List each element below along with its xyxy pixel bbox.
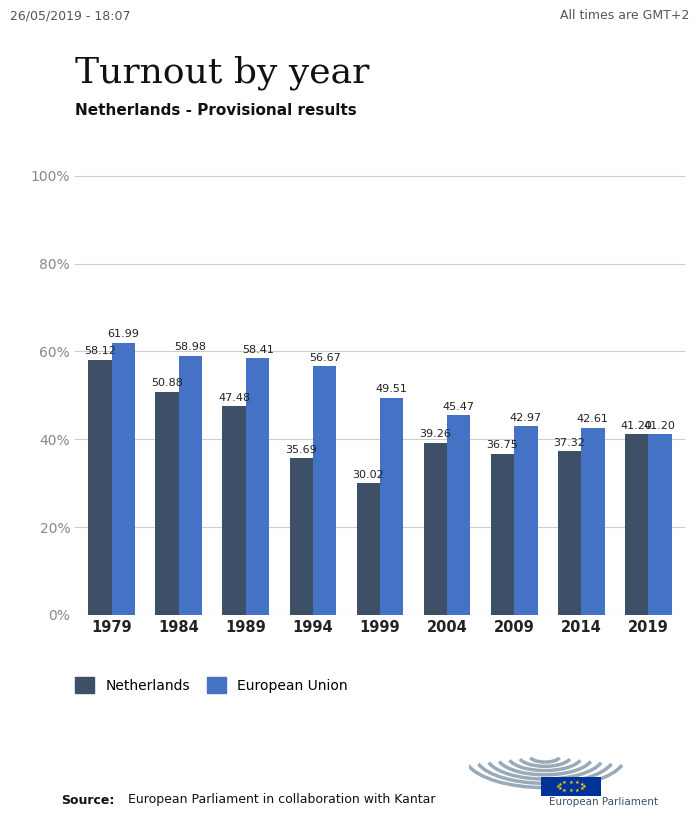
Text: 26/05/2019 - 18:07: 26/05/2019 - 18:07 [10,9,131,22]
Bar [290,458,313,615]
Text: European Parliament in collaboration with Kantar: European Parliament in collaboration wit… [127,793,435,807]
Text: ★: ★ [580,786,584,791]
Text: 42.61: 42.61 [577,414,609,425]
Text: 41.20: 41.20 [644,421,676,430]
Text: All times are GMT+2: All times are GMT+2 [560,9,690,22]
Bar [491,453,514,615]
Text: ★: ★ [575,788,580,793]
Bar [112,342,135,615]
Text: 30.02: 30.02 [352,470,384,480]
Text: ★: ★ [582,783,587,789]
Bar [648,434,671,615]
Text: 41.20: 41.20 [620,421,652,430]
Text: 50.88: 50.88 [151,378,183,388]
Bar [447,416,470,615]
Text: 58.41: 58.41 [241,345,274,355]
Bar [624,434,648,615]
Bar [223,407,246,615]
Text: ★: ★ [557,782,562,787]
FancyBboxPatch shape [540,777,601,796]
Text: 39.26: 39.26 [419,429,452,439]
Text: 56.67: 56.67 [309,352,341,363]
Text: Turnout by year: Turnout by year [75,55,370,90]
Bar [514,426,538,615]
Text: ★: ★ [568,779,573,784]
Bar [179,356,202,615]
Text: ★: ★ [556,783,560,789]
Text: 36.75: 36.75 [486,440,518,450]
Bar [356,483,380,615]
Text: 58.98: 58.98 [174,342,206,352]
Text: 35.69: 35.69 [286,444,317,455]
Text: 37.32: 37.32 [554,438,585,448]
Text: ★: ★ [580,782,584,787]
Text: 58.12: 58.12 [84,346,116,356]
Text: 47.48: 47.48 [218,393,251,403]
Text: Source:: Source: [61,793,114,807]
Text: 42.97: 42.97 [510,413,542,423]
Legend: Netherlands, European Union: Netherlands, European Union [75,677,348,693]
Bar [313,366,337,615]
Text: ★: ★ [557,786,562,791]
Bar [380,398,403,615]
Bar [424,443,447,615]
Text: 61.99: 61.99 [108,329,139,339]
Text: Netherlands - Provisional results: Netherlands - Provisional results [75,103,357,118]
Bar [558,451,581,615]
Text: ★: ★ [562,788,567,793]
Text: 49.51: 49.51 [376,384,407,394]
Text: ★: ★ [575,780,580,785]
Text: 45.47: 45.47 [443,402,475,412]
Text: ★: ★ [562,780,567,785]
Bar [155,392,179,615]
Text: ★: ★ [568,788,573,793]
Bar [88,360,112,615]
Bar [581,428,605,615]
Bar [246,359,270,615]
Text: European Parliament: European Parliament [549,797,658,807]
